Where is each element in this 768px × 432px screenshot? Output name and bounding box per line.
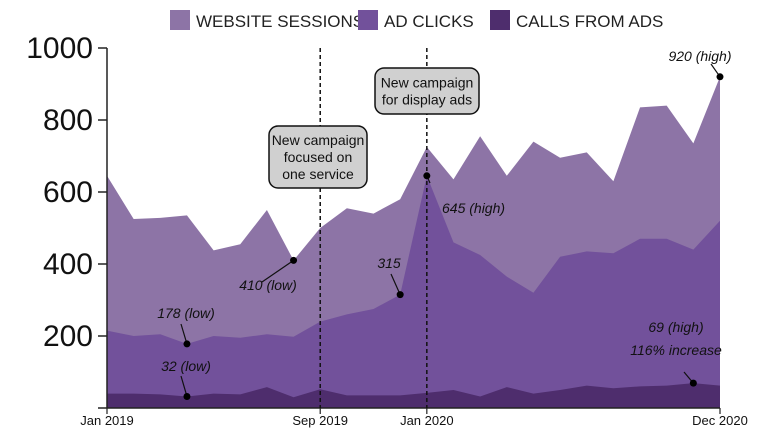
y-tick-label-1: 200 <box>43 320 93 353</box>
legend-label-2: CALLS FROM ADS <box>516 12 663 31</box>
event-callout-1 <box>374 67 480 115</box>
annotation-dot-2 <box>183 340 191 348</box>
x-tick-label-1: Sep 2019 <box>292 413 348 428</box>
event-callout-text-0-2: one service <box>282 166 354 182</box>
annotation-dot-1 <box>716 73 724 81</box>
event-callout-text-0-0: New campaign <box>272 132 365 148</box>
area-2 <box>107 383 720 408</box>
event-callout-text-0-1: focused on <box>284 149 353 165</box>
legend-swatch-2 <box>490 10 510 30</box>
annotation-label2-6: 116% increase <box>630 342 722 358</box>
annotation-label-6: 69 (high) <box>648 319 703 335</box>
axes: 200 400 600 800 1000 Jan 2019 Sep 2019 Jan 2020… <box>26 32 748 428</box>
annotation-leader-3 <box>390 273 401 295</box>
annotation-dot-4 <box>423 172 431 180</box>
event-callout-text-1-1: for display ads <box>382 92 472 108</box>
y-tick-label-3: 600 <box>43 176 93 209</box>
annotation-leader-5 <box>180 375 188 397</box>
y-tick-label-5: 1000 <box>26 32 93 65</box>
legend-label-0: WEBSITE SESSIONS <box>196 12 364 31</box>
annotation-label-4: 645 (high) <box>442 200 505 216</box>
x-tick-label-0: Jan 2019 <box>80 413 134 428</box>
annotation-dot-6 <box>689 379 697 387</box>
annotation-dot-5 <box>183 392 191 400</box>
x-tick-label-2: Jan 2020 <box>400 413 454 428</box>
annotations: 410 (low) 920 (high) 178 (low) 315 645 (high… <box>157 48 732 400</box>
annotation-label-3: 315 <box>377 255 401 271</box>
legend-label-1: AD CLICKS <box>384 12 474 31</box>
area-1 <box>107 175 720 408</box>
legend: WEBSITE SESSIONS AD CLICKS CALLS FROM ADS <box>170 10 663 31</box>
legend-swatch-1 <box>358 10 378 30</box>
event-callout-0 <box>268 125 368 189</box>
annotation-leader-0 <box>261 259 294 283</box>
event-callout-text-1-0: New campaign <box>381 75 474 91</box>
annotation-label-0: 410 (low) <box>239 277 297 293</box>
annotation-label-1: 920 (high) <box>668 48 731 64</box>
annotation-dot-3 <box>396 291 404 299</box>
annotation-dot-0 <box>290 256 298 264</box>
annotation-label-2: 178 (low) <box>157 305 215 321</box>
annotation-label-5: 32 (low) <box>161 358 211 374</box>
area-series <box>107 76 720 409</box>
y-tick-label-4: 800 <box>43 104 93 137</box>
y-tick-label-2: 400 <box>43 248 93 281</box>
legend-swatch-0 <box>170 10 190 30</box>
x-tick-label-3: Dec 2020 <box>692 413 748 428</box>
